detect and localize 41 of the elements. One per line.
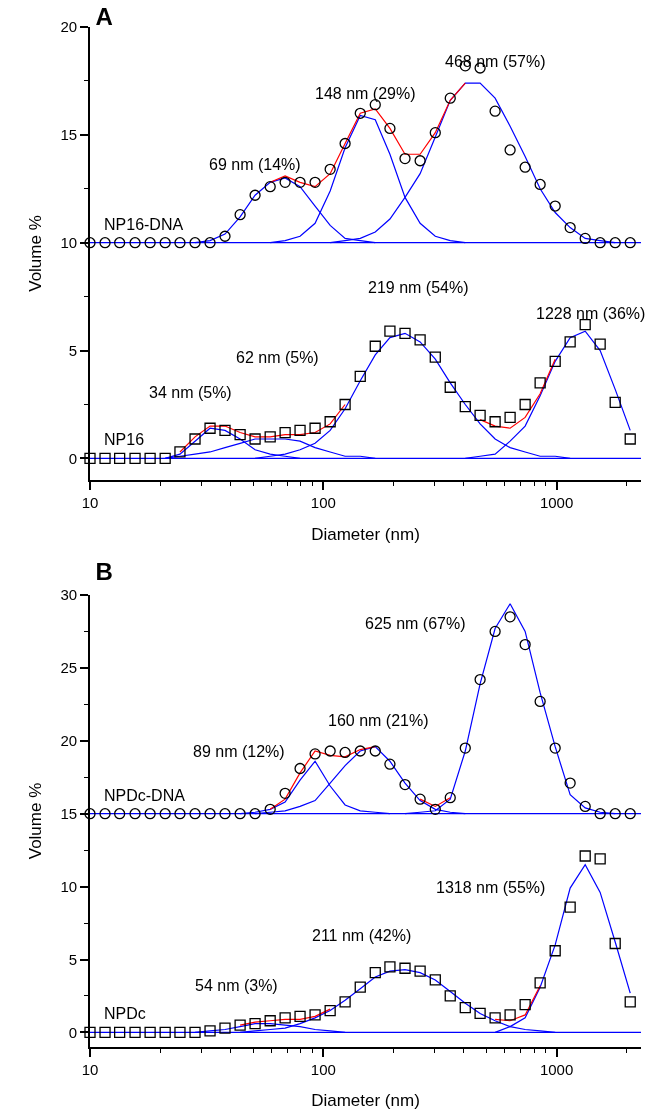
annotation: 69 nm (14%): [209, 156, 301, 173]
x-tick-label: 1000: [539, 1060, 574, 1078]
x-tick-label: 100: [310, 493, 336, 511]
y-tick-label: 0: [68, 1023, 78, 1041]
x-tick-label: 1000: [539, 493, 574, 511]
annotation: 211 nm (42%): [312, 927, 412, 944]
annotation: 468 nm (57%): [445, 53, 546, 70]
y-tick-label: 20: [60, 732, 78, 750]
series-label: NPDc: [104, 1005, 146, 1022]
annotation: 1228 nm (36%): [536, 305, 646, 322]
series-label: NP16-DNA: [104, 216, 184, 233]
annotation: 219 nm (54%): [368, 279, 469, 296]
y-tick-label: 10: [60, 233, 78, 251]
chart-title: B: [95, 558, 113, 586]
annotation: 62 nm (5%): [236, 349, 319, 366]
y-axis-title: Volume %: [26, 782, 46, 860]
y-tick-label: 30: [60, 586, 78, 604]
y-tick-label: 15: [60, 804, 78, 822]
y-tick-label: 10: [60, 877, 78, 895]
y-tick-label: 5: [68, 950, 78, 968]
y-axis-title: Volume %: [26, 215, 46, 292]
y-tick-label: 15: [60, 126, 78, 144]
series-label: NPDc-DNA: [104, 787, 186, 804]
y-tick-label: 0: [68, 449, 78, 467]
x-tick-label: 100: [310, 1060, 336, 1078]
annotation: 625 nm (67%): [365, 615, 466, 632]
series-label: NP16: [104, 431, 145, 448]
annotation: 89 nm (12%): [193, 743, 285, 760]
y-tick-label: 20: [60, 18, 78, 36]
annotation: 160 nm (21%): [328, 712, 429, 729]
x-tick-label: 10: [81, 1060, 99, 1078]
annotation: 54 nm (3%): [195, 977, 278, 994]
chart-title: A: [95, 3, 113, 31]
x-axis-title: Diameter (nm): [311, 524, 420, 544]
y-tick-label: 25: [60, 659, 78, 677]
x-axis-title: Diameter (nm): [311, 1091, 420, 1110]
annotation: 1318 nm (55%): [436, 879, 546, 896]
annotation: 34 nm (5%): [149, 384, 232, 401]
annotation: 148 nm (29%): [315, 85, 416, 102]
x-tick-label: 10: [81, 493, 99, 511]
y-tick-label: 5: [68, 341, 78, 359]
